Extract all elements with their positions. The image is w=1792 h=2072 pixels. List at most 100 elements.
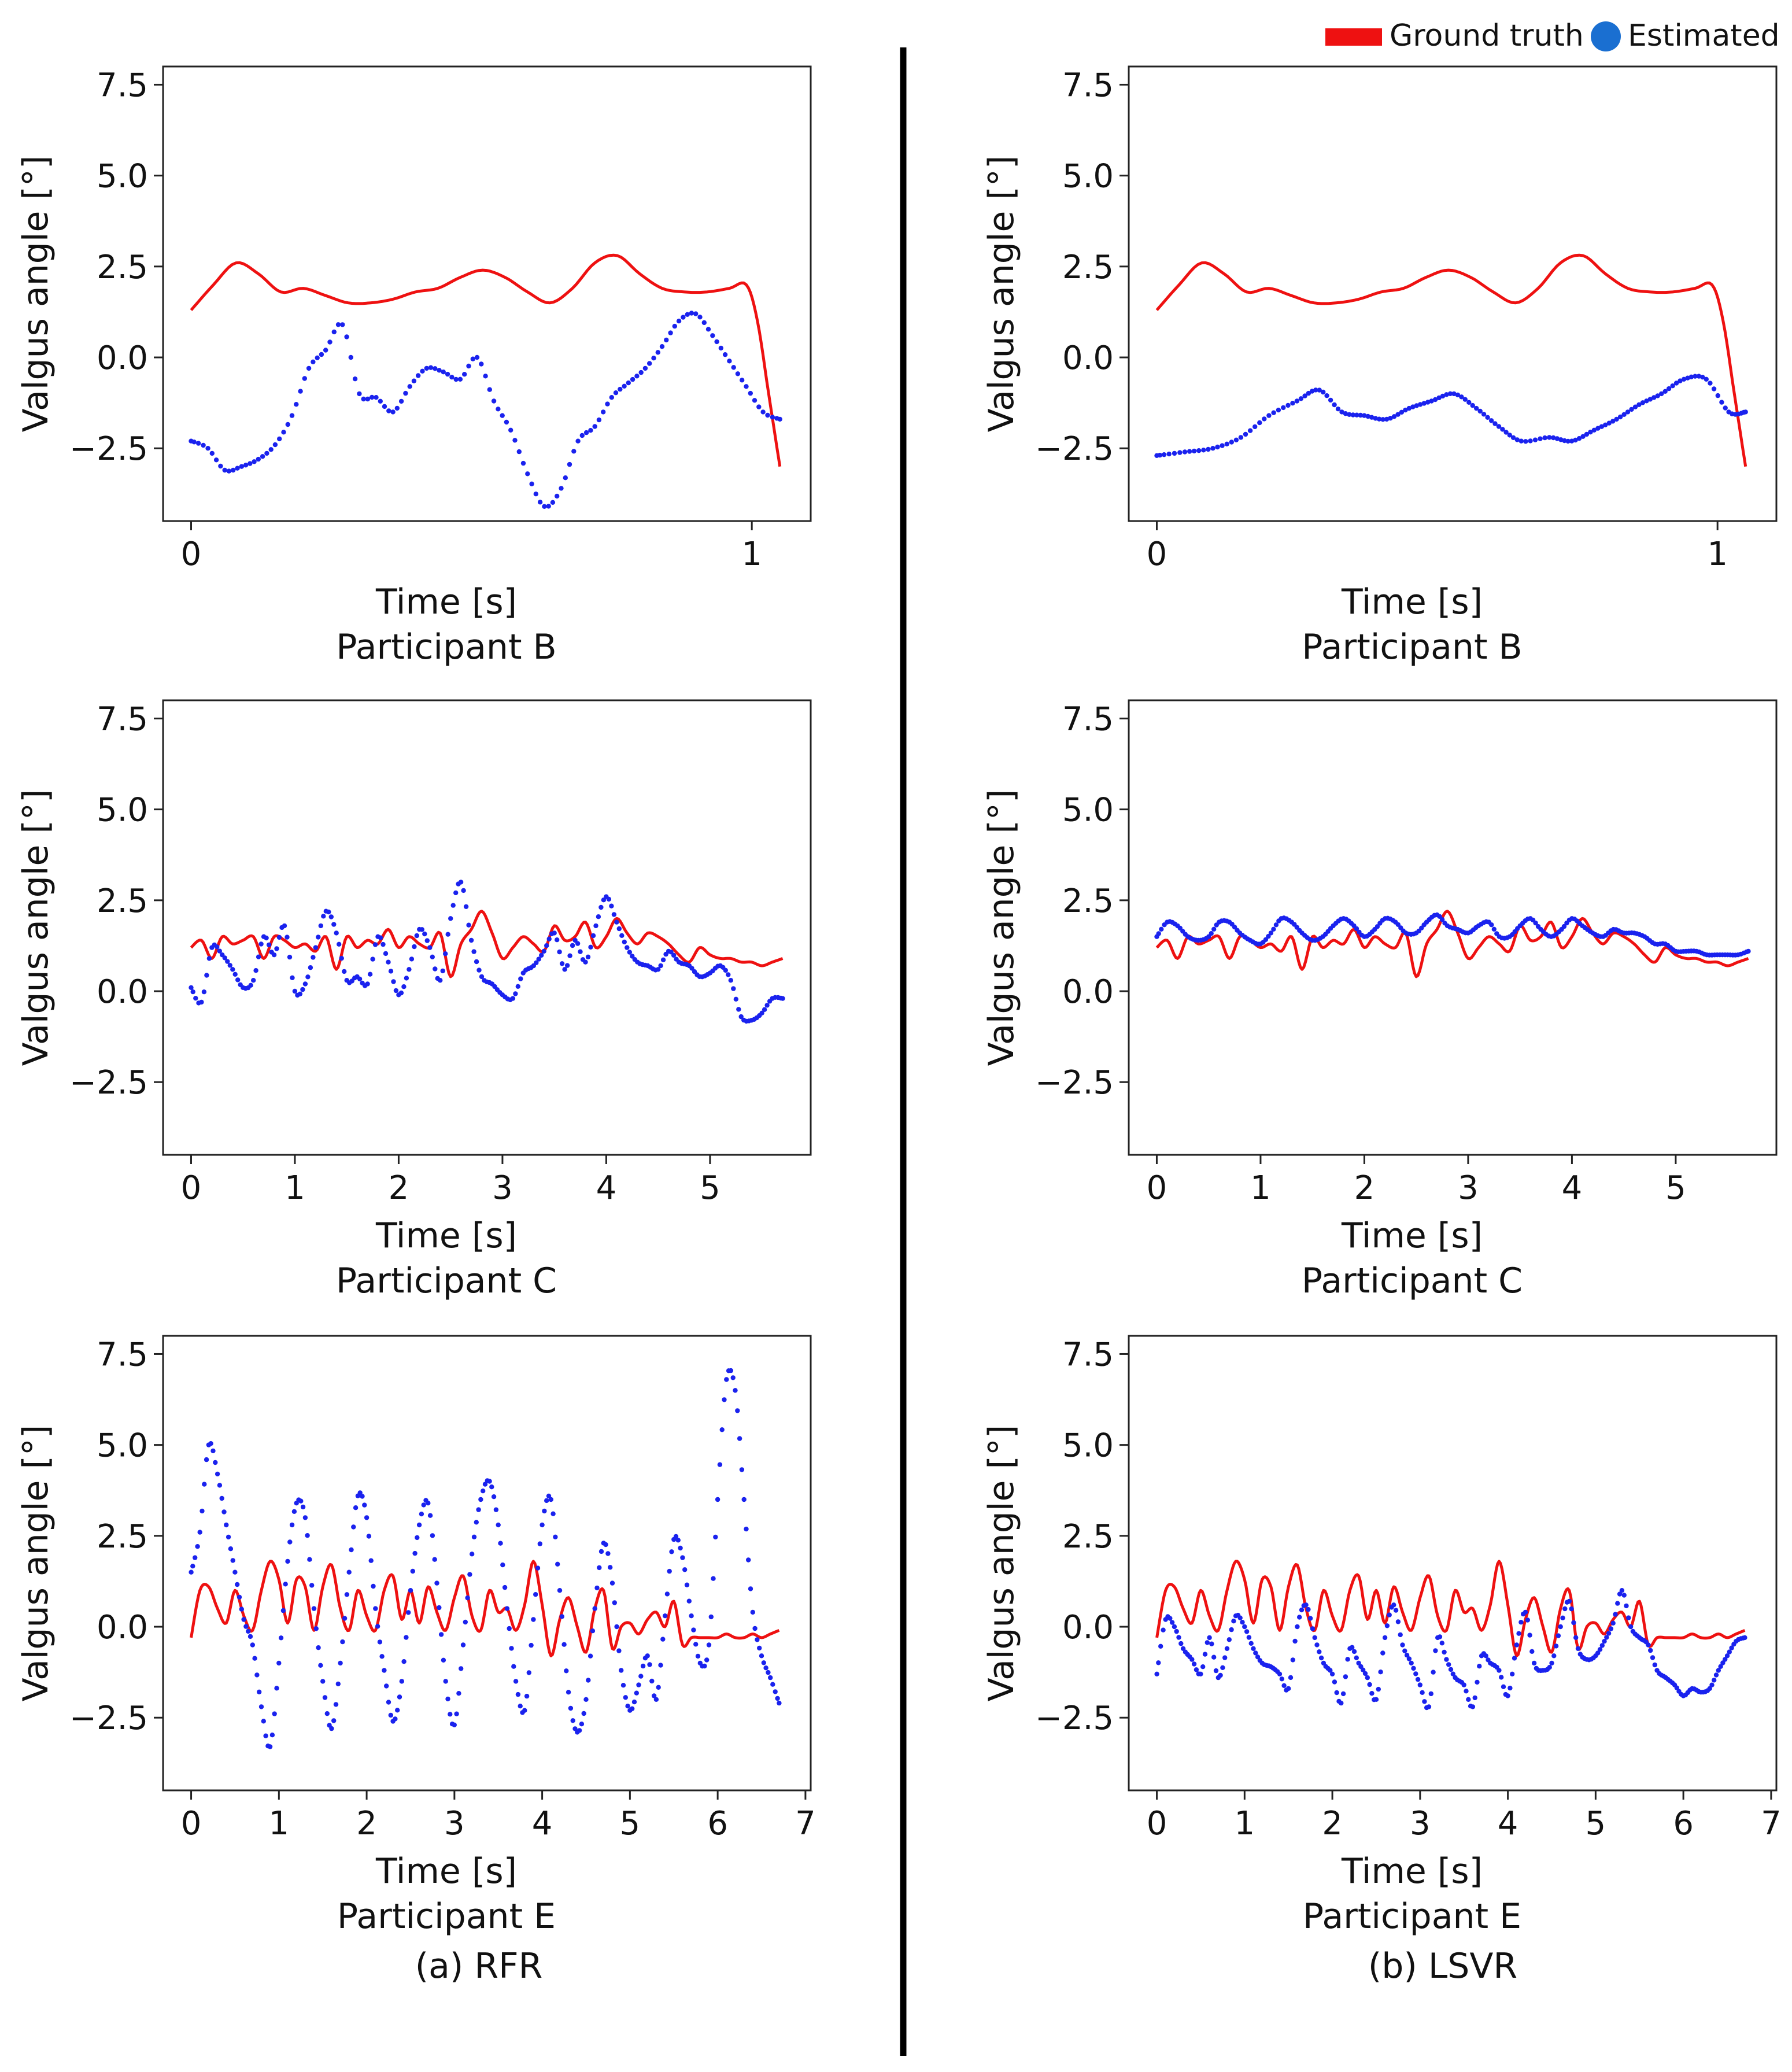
estimated-point (479, 361, 484, 367)
estimated-point (361, 396, 366, 402)
ground-truth-line (190, 910, 784, 978)
estimated-point (1231, 1619, 1236, 1624)
y-tick-label: 0.0 (1062, 339, 1114, 377)
x-tick-label: 0 (181, 1169, 202, 1207)
estimated-point (482, 1482, 488, 1487)
y-axis-label: Valgus angle [°] (16, 1425, 56, 1702)
estimated-point (316, 935, 321, 940)
estimated-point (1606, 1631, 1612, 1636)
estimated-point (1617, 1591, 1623, 1597)
estimated-point (1439, 1641, 1444, 1646)
estimated-point (386, 408, 391, 413)
estimated-point (525, 471, 530, 477)
estimated-point (746, 1557, 751, 1563)
estimated-point (546, 504, 551, 509)
estimated-point (250, 1642, 255, 1648)
ground-truth-line (1155, 253, 1747, 467)
estimated-point (1361, 1667, 1366, 1672)
estimated-point (474, 354, 480, 360)
estimated-point (461, 888, 466, 893)
estimated-point (656, 1685, 661, 1690)
estimated-point (555, 493, 560, 499)
estimated-point (1599, 424, 1604, 429)
estimated-point (331, 922, 337, 927)
estimated-point (1700, 375, 1705, 380)
estimated-point (581, 1711, 586, 1716)
estimated-point (764, 1003, 770, 1008)
estimated-point (1299, 1607, 1305, 1613)
estimated-point (631, 1699, 637, 1705)
x-tick-label: 2 (1322, 1805, 1343, 1842)
estimated-point (1411, 1665, 1416, 1671)
estimated-point (1417, 1682, 1422, 1687)
estimated-point (257, 1689, 262, 1694)
estimated-point (1746, 948, 1751, 954)
estimated-point (748, 390, 753, 396)
estimated-point (408, 1588, 413, 1593)
estimated-point (1290, 1657, 1295, 1663)
estimated-point (588, 944, 593, 950)
estimated-point (230, 1558, 235, 1563)
estimated-point (1244, 1629, 1250, 1634)
estimated-point (1488, 418, 1494, 423)
estimated-point (625, 945, 630, 950)
estimated-point (217, 1483, 223, 1488)
estimated-point (328, 914, 334, 919)
estimated-point (474, 1520, 479, 1525)
estimated-point (445, 371, 450, 377)
estimated-point (1391, 1602, 1396, 1608)
estimated-point (645, 1653, 650, 1659)
estimated-point (1176, 1635, 1181, 1640)
estimated-point (227, 963, 232, 968)
estimated-point (1647, 397, 1653, 402)
estimated-point (1204, 1640, 1210, 1645)
estimated-point (1292, 1638, 1298, 1644)
estimated-point (609, 1580, 615, 1586)
estimated-point (196, 441, 201, 446)
estimated-point (1662, 389, 1668, 394)
estimated-point (559, 1614, 564, 1619)
estimated-point (508, 427, 513, 433)
estimated-point (605, 1551, 611, 1556)
estimated-point (213, 457, 219, 463)
y-tick-label: 7.5 (1062, 1336, 1114, 1373)
estimated-point (465, 1595, 470, 1601)
estimated-point (1464, 1689, 1469, 1694)
estimated-point (728, 978, 734, 983)
estimated-point (1351, 1649, 1357, 1654)
estimated-point (1167, 1616, 1173, 1621)
x-tick-label: 4 (1562, 1169, 1583, 1207)
estimated-point (415, 1535, 420, 1541)
estimated-point (1455, 392, 1461, 398)
estimated-point (1321, 389, 1326, 395)
estimated-point (305, 1533, 310, 1538)
axes-frame (162, 1335, 812, 1792)
estimated-point (445, 932, 450, 937)
estimated-point (592, 424, 597, 429)
panel-lsvr-c: −2.5 0.0 2.5 5.0 7.5 0 1 2 3 4 5 Time [s] Valgus ang… (981, 699, 1778, 1301)
estimated-point (319, 352, 324, 357)
estimated-point (1298, 396, 1304, 401)
estimated-point (1295, 1624, 1300, 1630)
estimated-point (313, 945, 318, 950)
estimated-point (1551, 1653, 1557, 1659)
estimated-point (1708, 381, 1713, 386)
estimated-point (1501, 1684, 1506, 1689)
estimated-point (1314, 1642, 1320, 1648)
estimated-point (1723, 1657, 1728, 1662)
estimated-point (756, 404, 762, 409)
estimated-point (1277, 1671, 1283, 1676)
estimated-point (1629, 407, 1634, 412)
estimated-point (491, 398, 497, 404)
estimated-point (1461, 1682, 1466, 1687)
estimated-point (287, 954, 293, 960)
estimated-point (215, 944, 220, 950)
ground-truth-line (1155, 1560, 1746, 1657)
y-tick-label: 2.5 (1062, 1518, 1114, 1556)
estimated-point (755, 1637, 760, 1642)
x-tick-label: 6 (1673, 1805, 1694, 1842)
estimated-point (513, 1679, 519, 1684)
estimated-point (448, 1712, 453, 1717)
estimated-point (676, 319, 682, 324)
estimated-point (268, 447, 274, 452)
